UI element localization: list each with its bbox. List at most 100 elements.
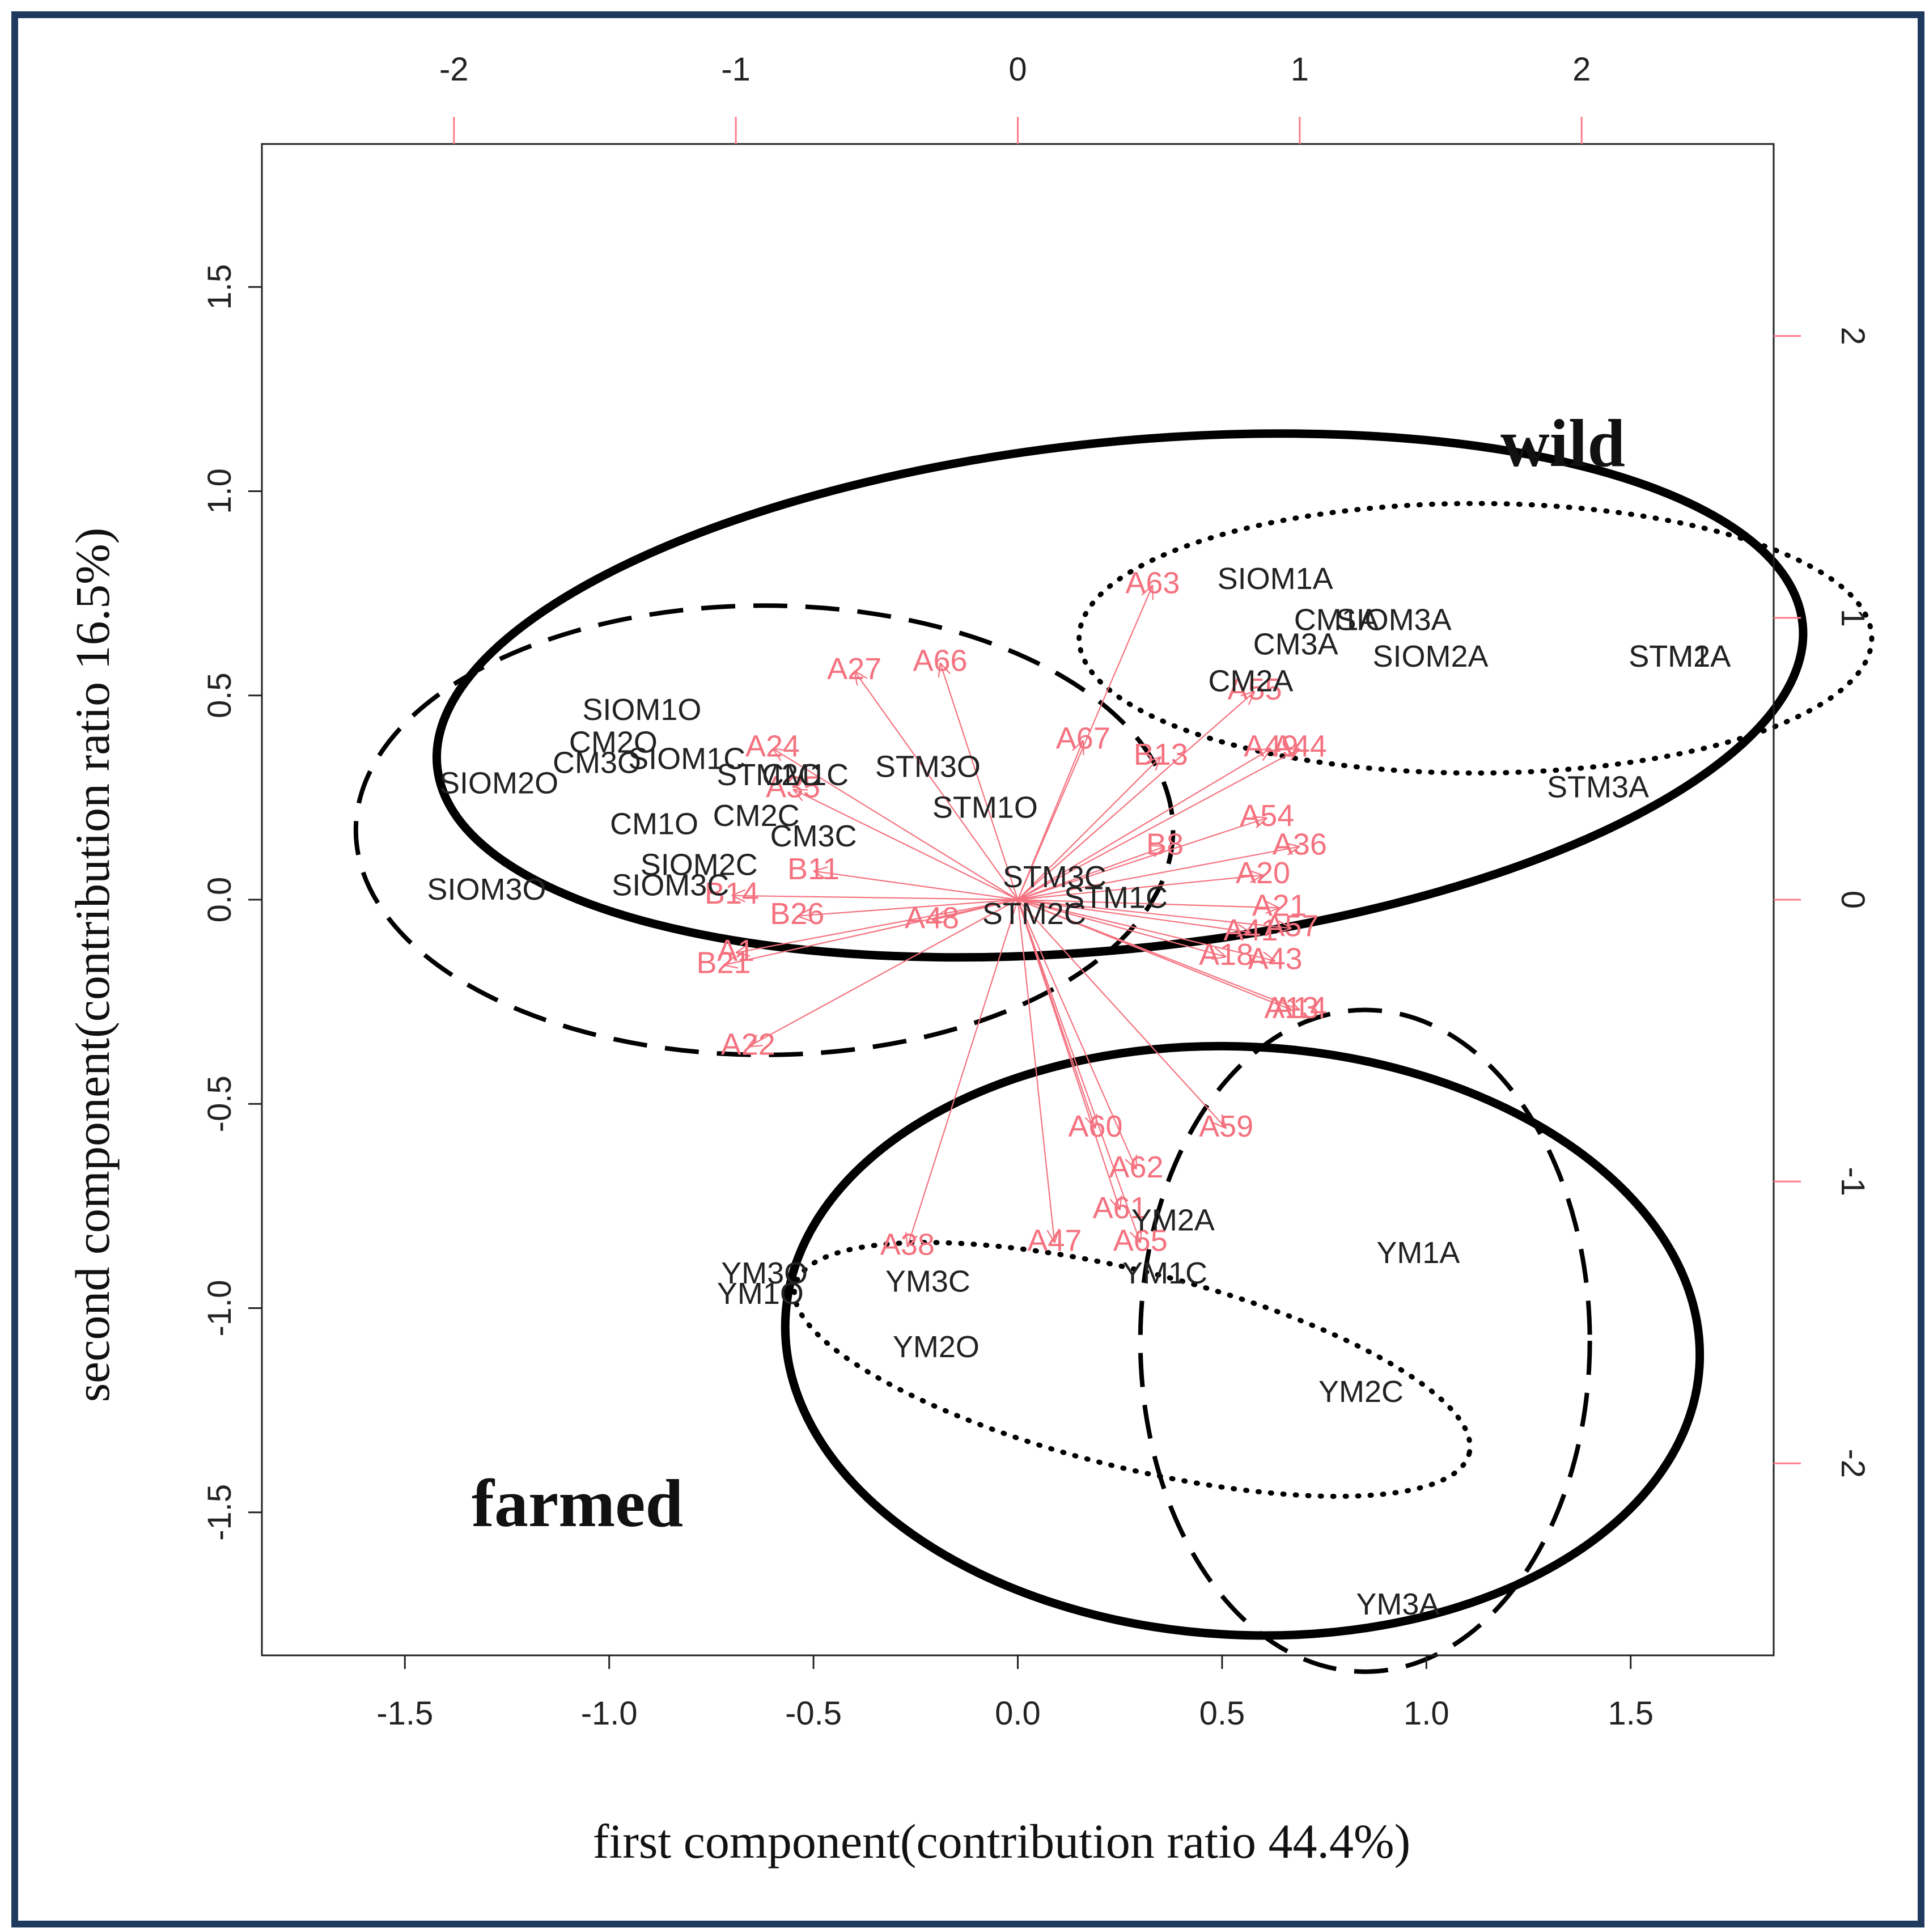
variable-label-A24: A24 <box>745 730 800 764</box>
sample-label-SIOM2A: SIOM2A <box>1372 639 1488 673</box>
variable-label-A54: A54 <box>1240 799 1294 833</box>
variable-label-B8: B8 <box>1146 828 1184 862</box>
variable-label-A65: A65 <box>1113 1224 1168 1258</box>
variable-label-A57: A57 <box>1264 909 1318 943</box>
variable-label-A44: A44 <box>1273 730 1327 764</box>
y-tick-label-2: -0.5 <box>201 1075 238 1132</box>
sample-label-SIOM2O: SIOM2O <box>439 766 558 800</box>
variable-label-A14: A14 <box>1273 991 1327 1025</box>
top-tick-label-1: -1 <box>721 51 751 88</box>
loading-arrow-A35 <box>792 789 1018 900</box>
x-axis-title: first component(contribution ratio 44.4%… <box>593 1814 1411 1869</box>
biplot-chart: -1.5 -1.0 -0.5 0.0 0.5 1.0 1.5 -1.5 -1.0 -0.5 0.0 0… <box>65 51 1875 1869</box>
x-tick-label-4: 0.5 <box>1199 1695 1245 1732</box>
y-tick-label-1: -1.0 <box>201 1280 238 1337</box>
sample-label-YM3A: YM3A <box>1356 1587 1439 1621</box>
loading-arrow-A14 <box>1018 899 1300 1011</box>
variable-label-A18: A18 <box>1199 938 1253 972</box>
sample-label-YM1C: YM1C <box>1122 1256 1207 1290</box>
variable-label-A62: A62 <box>1109 1150 1163 1184</box>
loading-arrow-A27 <box>854 670 1019 900</box>
variable-label-B11: B11 <box>787 852 840 886</box>
group-ellipse-solid-3 <box>781 1041 1705 1640</box>
loading-arrow-A36 <box>1018 842 1300 901</box>
variable-label-A27: A27 <box>827 652 881 686</box>
figure-frame: -1.5 -1.0 -0.5 0.0 0.5 1.0 1.5 -1.5 -1.0 -0.5 0.0 0… <box>11 11 1924 1927</box>
sample-label-CM2C: CM2C <box>713 799 800 833</box>
right-tick-label-2: 0 <box>1834 891 1871 909</box>
variable-label-A60: A60 <box>1068 1109 1122 1143</box>
variable-label-B13: B13 <box>1134 738 1188 772</box>
sample-label-YM3O: YM3O <box>721 1256 808 1290</box>
sample-label-YM1A: YM1A <box>1376 1236 1460 1270</box>
right-tick-label-4: 2 <box>1834 327 1871 345</box>
variable-label-A49: A49 <box>1244 730 1298 764</box>
loading-arrow-B14 <box>731 889 1018 903</box>
y-tick-label-5: 1.0 <box>201 468 238 514</box>
loading-arrow-B13 <box>1017 756 1161 900</box>
variable-label-A22: A22 <box>721 1028 775 1062</box>
loading-arrow-A55 <box>1017 690 1256 900</box>
loading-arrow-A54 <box>1018 816 1267 901</box>
variable-label-A59: A59 <box>1199 1109 1253 1143</box>
loading-arrow-B21 <box>723 899 1018 969</box>
x-tick-label-1: -1.0 <box>581 1695 638 1732</box>
sample-label-STM1C: STM1C <box>1064 880 1168 914</box>
variable-label-A1: A1 <box>717 934 754 968</box>
x-tick-label-6: 1.5 <box>1608 1695 1654 1732</box>
sample-label-CM3C: CM3C <box>770 819 857 853</box>
variable-label-A63: A63 <box>1125 566 1180 600</box>
variable-label-A43: A43 <box>1248 942 1303 976</box>
variable-label-A20: A20 <box>1236 856 1290 890</box>
loading-arrow-A44 <box>1017 748 1300 900</box>
top-tick-label-0: -2 <box>439 51 469 88</box>
sample-label-CM3O: CM3O <box>553 745 641 779</box>
loading-arrow-A24 <box>772 748 1019 900</box>
sample-label-STM1O: STM1O <box>932 791 1038 825</box>
group-label-farmed: farmed <box>472 1465 683 1541</box>
loading-arrow-A62 <box>1017 899 1137 1170</box>
y-tick-label-3: 0.0 <box>201 877 238 923</box>
y-tick-label-4: 0.5 <box>201 672 238 718</box>
x-tick-label-2: -0.5 <box>785 1695 842 1732</box>
variable-label-A35: A35 <box>766 770 820 804</box>
variable-label-A47: A47 <box>1027 1224 1082 1258</box>
sample-label-YM2A: YM2A <box>1131 1203 1215 1237</box>
loading-arrow-A38 <box>905 899 1019 1248</box>
y-tick-label-6: 1.5 <box>201 264 238 310</box>
variable-label-B26: B26 <box>770 897 824 931</box>
loading-arrow-A49 <box>1017 748 1272 900</box>
variable-label-A38: A38 <box>880 1228 935 1262</box>
y-tick-label-0: -1.5 <box>201 1484 238 1541</box>
top-tick-label-2: 0 <box>1008 51 1027 88</box>
group-label-wild: wild <box>1500 405 1625 481</box>
loading-arrow-A22 <box>747 899 1019 1048</box>
group-ellipse-solid-0 <box>432 429 1808 962</box>
sample-label-YM2C: YM2C <box>1318 1375 1404 1409</box>
sample-label-STM2A: STM2A <box>1629 639 1731 673</box>
sample-label-SIOM3C: SIOM3C <box>612 868 729 903</box>
sample-label-STM2C: STM2C <box>717 758 820 792</box>
variable-label-A41: A41 <box>1223 913 1278 947</box>
group-ellipse-dotted-5 <box>791 1240 1473 1499</box>
sample-label-STM1A: STM1A <box>1629 639 1731 673</box>
sample-label-SIOM2C: SIOM2C <box>641 848 758 882</box>
variable-label-A21: A21 <box>1252 889 1307 923</box>
sample-label-STM2C: STM2C <box>982 897 1086 931</box>
sample-label-SIOM1A: SIOM1A <box>1218 562 1333 596</box>
loading-arrow-A21 <box>1018 899 1280 914</box>
loading-arrow-A65 <box>1017 899 1142 1244</box>
loading-arrow-A47 <box>1017 899 1060 1243</box>
variable-label-A66: A66 <box>913 643 967 677</box>
group-ellipse-dashed-1 <box>353 603 1176 1057</box>
sample-label-CM2A: CM2A <box>1208 664 1293 698</box>
loading-arrow-A43 <box>1018 899 1276 964</box>
variable-label-A13: A13 <box>1264 991 1318 1025</box>
sample-label-SIOM3A: SIOM3A <box>1336 603 1452 637</box>
variable-label-A48: A48 <box>905 901 959 935</box>
sample-label-SIOM1O: SIOM1O <box>582 693 701 727</box>
loading-arrow-A41 <box>1018 899 1251 937</box>
loading-arrow-A1 <box>735 899 1018 957</box>
right-tick-label-0: -2 <box>1834 1449 1871 1478</box>
sample-label-STM3A: STM3A <box>1547 770 1649 804</box>
